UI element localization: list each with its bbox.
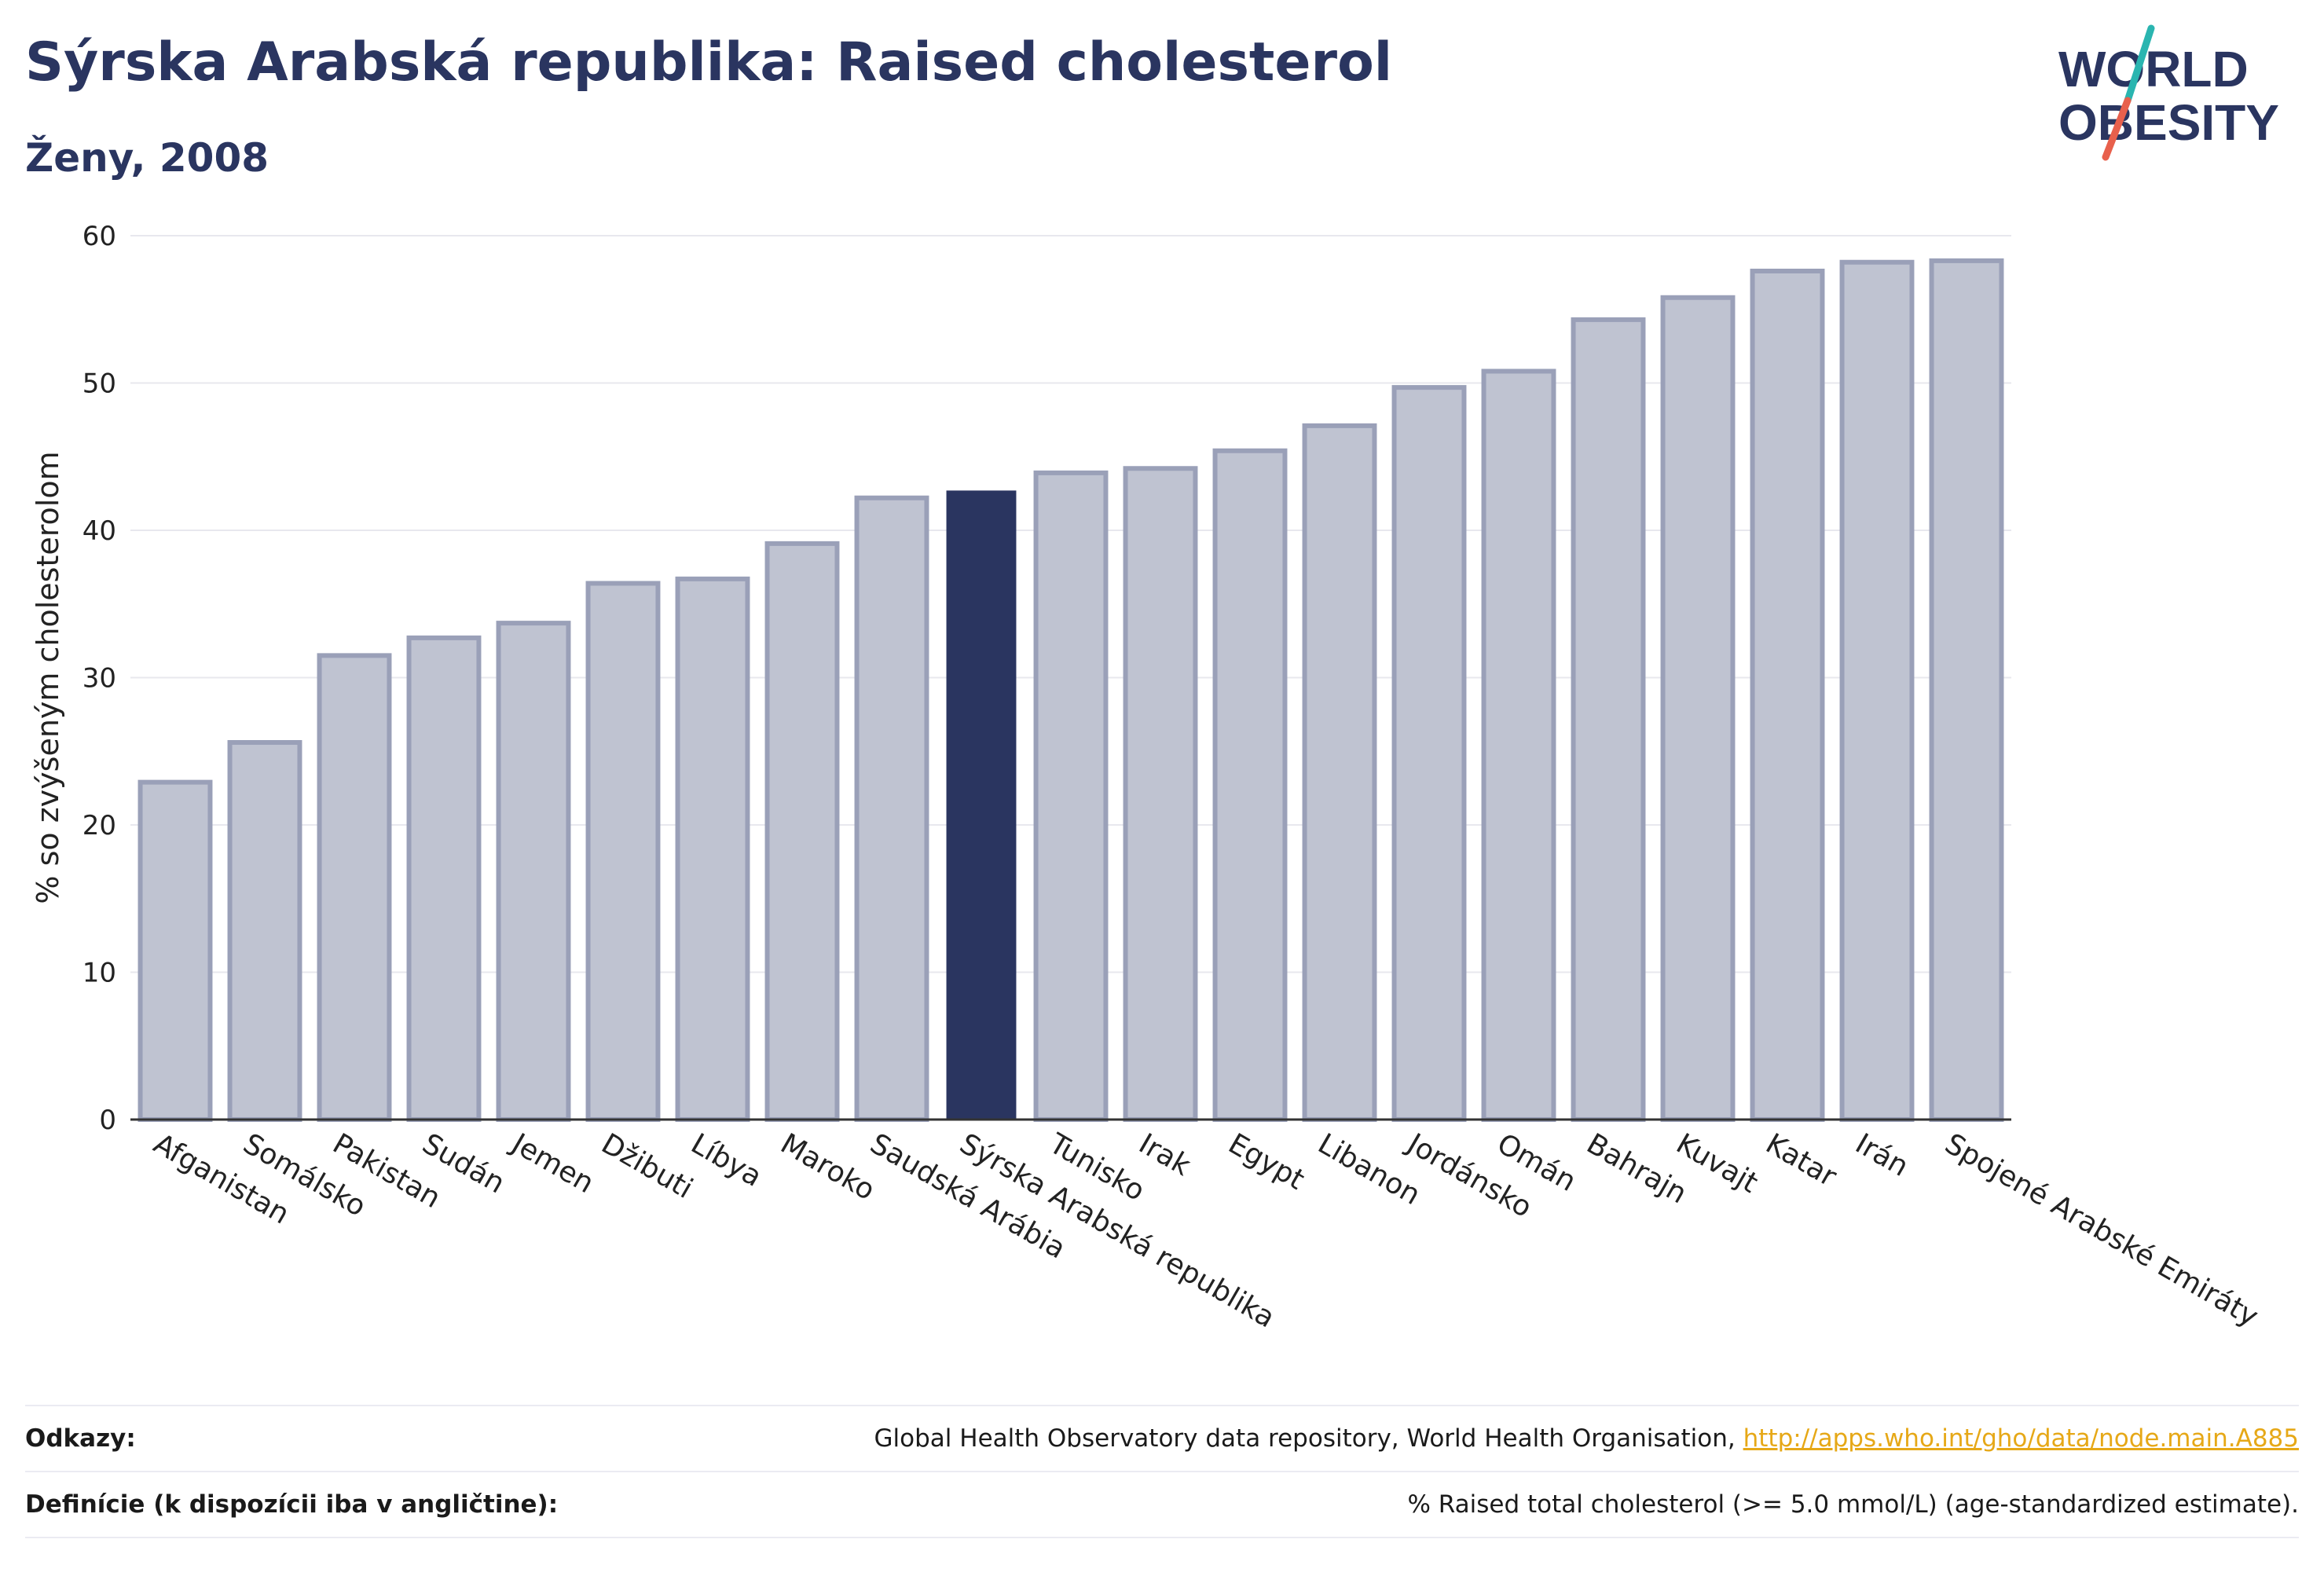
footer-divider <box>25 1471 2299 1472</box>
bar <box>1571 317 1646 1122</box>
logo-line2: OBESITY <box>2058 94 2279 151</box>
footer-divider <box>25 1537 2299 1538</box>
bar <box>1302 423 1377 1122</box>
world-obesity-logo: WORLD OBESITY <box>2043 24 2310 165</box>
sources-text: Global Health Observatory data repositor… <box>874 1424 1743 1453</box>
footer-definitions-row: Definície (k dispozícii iba v angličtine… <box>25 1472 2299 1537</box>
bar <box>764 541 840 1122</box>
bar <box>1929 258 2004 1122</box>
bar <box>1212 448 1288 1122</box>
bar <box>854 495 929 1122</box>
bar-highlighted <box>946 490 1017 1120</box>
bar-chart: 0 10 20 30 40 50 60 % so zvýšeným cholesterolom… <box>31 221 2264 1334</box>
bar <box>1391 385 1467 1122</box>
y-tick-label: 20 <box>82 810 116 841</box>
x-tick-label: Spojené Arabské Emiráty <box>1940 1127 2264 1333</box>
logo-line1: WORLD <box>2058 41 2249 97</box>
bar <box>1750 269 1825 1122</box>
logo-slash-teal <box>2124 24 2155 104</box>
y-tick-label: 10 <box>82 958 116 989</box>
bar <box>675 576 750 1122</box>
definitions-value: % Raised total cholesterol (>= 5.0 mmol/… <box>1407 1490 2299 1519</box>
x-tick-label: Džibuti <box>596 1127 698 1205</box>
y-axis-label: % so zvýšeným cholesterolom <box>31 451 65 903</box>
bar <box>227 740 302 1122</box>
y-tick-label: 50 <box>82 368 116 400</box>
bar <box>1123 466 1198 1122</box>
sources-label: Odkazy: <box>25 1424 136 1453</box>
bar <box>1839 259 1915 1122</box>
footer-divider <box>25 1405 2299 1406</box>
sources-value: Global Health Observatory data repositor… <box>874 1424 2299 1453</box>
bar <box>1660 295 1736 1122</box>
bar <box>406 635 482 1122</box>
x-tick-label: Líbya <box>686 1127 768 1193</box>
chart-subtitle: Ženy, 2008 <box>25 135 269 181</box>
bar <box>585 581 661 1122</box>
x-tick-label: Bahrajn <box>1582 1127 1692 1210</box>
x-tick-label: Egypt <box>1223 1127 1310 1196</box>
y-tick-label: 0 <box>99 1105 116 1136</box>
y-tick-label: 60 <box>82 221 116 252</box>
chart-title: Sýrska Arabská republika: Raised cholest… <box>25 31 1393 93</box>
x-tick-label: Libanon <box>1313 1127 1426 1211</box>
definitions-label: Definície (k dispozícii iba v angličtine… <box>25 1490 559 1519</box>
bar <box>317 653 392 1122</box>
x-tick-label: Maroko <box>775 1127 881 1207</box>
sources-link[interactable]: http://apps.who.int/gho/data/node.main.A… <box>1743 1424 2299 1453</box>
x-tick-label: Irak <box>1134 1127 1197 1182</box>
logo-slash-coral <box>2102 97 2132 161</box>
bar <box>1033 470 1109 1122</box>
x-tick-label: Jemen <box>505 1127 599 1200</box>
bar <box>1481 368 1556 1122</box>
y-tick-label: 30 <box>82 663 116 695</box>
y-tick-label: 40 <box>82 515 116 547</box>
bar <box>137 779 213 1122</box>
x-tick-label: Katar <box>1761 1127 1842 1193</box>
x-tick-label: Irán <box>1850 1127 1914 1183</box>
bar <box>496 621 571 1122</box>
footer-sources-row: Odkazy: Global Health Observatory data r… <box>25 1406 2299 1471</box>
